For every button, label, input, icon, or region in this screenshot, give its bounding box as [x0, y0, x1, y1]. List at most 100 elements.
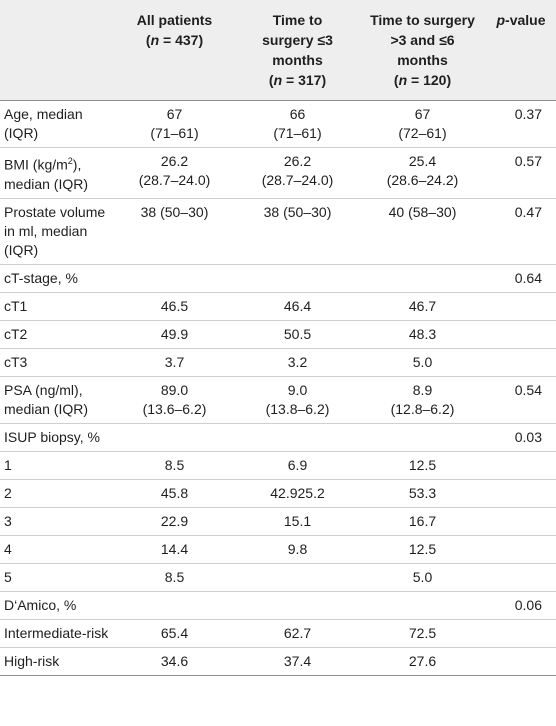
cell-p-value: 0.54: [486, 376, 556, 424]
cell-time-le3: [236, 591, 359, 620]
cell-time-le3: 66 (71–61): [236, 100, 359, 148]
row-label: 4: [0, 535, 113, 564]
cell-time-le3: 15.1: [236, 507, 359, 536]
cell-all-patients: 67 (71–61): [113, 100, 236, 148]
cell-all-patients: 38 (50–30): [113, 198, 236, 265]
row-label: D‘Amico, %: [0, 591, 113, 620]
cell-p-value: [486, 479, 556, 508]
cell-time-gt3: 53.3: [359, 479, 486, 508]
row-label: High-risk: [0, 647, 113, 676]
cell-all-patients: 3.7: [113, 348, 236, 377]
cell-time-le3: 38 (50–30): [236, 198, 359, 265]
cell-time-gt3: 5.0: [359, 563, 486, 592]
cell-time-le3: [236, 264, 359, 293]
row-label: cT2: [0, 320, 113, 349]
cell-time-gt3: 12.5: [359, 535, 486, 564]
table-row: 1 8.5 6.9 12.5: [0, 451, 556, 480]
cell-all-patients: 45.8: [113, 479, 236, 508]
cell-time-gt3: 16.7: [359, 507, 486, 536]
row-label: 2: [0, 479, 113, 508]
cell-all-patients: 26.2 (28.7–24.0): [113, 147, 236, 199]
cell-p-value: 0.47: [486, 198, 556, 265]
table-row: High-risk 34.6 37.4 27.6: [0, 647, 556, 676]
cell-p-value: [486, 563, 556, 592]
table-row: 3 22.9 15.1 16.7: [0, 507, 556, 536]
cell-time-le3: [236, 423, 359, 452]
cell-all-patients: [113, 264, 236, 293]
cell-all-patients: 49.9: [113, 320, 236, 349]
row-label: PSA (ng/ml), median (IQR): [0, 376, 113, 424]
cell-time-gt3: 8.9 (12.8–6.2): [359, 376, 486, 424]
row-label: BMI (kg/m2), median (IQR): [0, 147, 113, 199]
cell-time-gt3: 5.0: [359, 348, 486, 377]
cell-time-le3: 46.4: [236, 292, 359, 321]
table-row: ISUP biopsy, % 0.03: [0, 423, 556, 452]
row-label: cT-stage, %: [0, 264, 113, 293]
header-p-value: p-value: [486, 0, 556, 101]
cell-all-patients: 89.0 (13.6–6.2): [113, 376, 236, 424]
cell-time-le3: 37.4: [236, 647, 359, 676]
cell-time-gt3: 46.7: [359, 292, 486, 321]
cell-p-value: [486, 451, 556, 480]
cell-time-gt3: 48.3: [359, 320, 486, 349]
row-label: 5: [0, 563, 113, 592]
row-label: cT3: [0, 348, 113, 377]
header-time-le3: Time to surgery ≤3 months (n = 317): [236, 0, 359, 101]
cell-p-value: [486, 507, 556, 536]
cell-p-value: [486, 348, 556, 377]
row-label: 3: [0, 507, 113, 536]
cell-time-gt3: 25.4 (28.6–24.2): [359, 147, 486, 199]
cell-time-le3: 26.2 (28.7–24.0): [236, 147, 359, 199]
table-body: Age, median (IQR) 67 (71–61) 66 (71–61) 67 (72…: [0, 100, 556, 676]
cell-time-gt3: [359, 423, 486, 452]
cell-all-patients: 8.5: [113, 563, 236, 592]
cell-all-patients: 14.4: [113, 535, 236, 564]
table-row: PSA (ng/ml), median (IQR) 89.0 (13.6–6.2) 9…: [0, 376, 556, 424]
cell-time-le3: [236, 563, 359, 592]
cell-time-gt3: 67 (72–61): [359, 100, 486, 148]
table-row: BMI (kg/m2), median (IQR) 26.2 (28.7–24.0)…: [0, 147, 556, 199]
row-label: cT1: [0, 292, 113, 321]
row-label: 1: [0, 451, 113, 480]
cell-time-le3: 62.7: [236, 619, 359, 648]
table-row: 5 8.5 5.0: [0, 563, 556, 592]
cell-p-value: 0.03: [486, 423, 556, 452]
cell-time-gt3: 12.5: [359, 451, 486, 480]
cell-time-gt3: 40 (58–30): [359, 198, 486, 265]
row-label: Prostate volume in ml, median (IQR): [0, 198, 113, 265]
patient-characteristics-table: All patients (n = 437) Time to surgery ≤3 m…: [0, 0, 556, 676]
cell-all-patients: 65.4: [113, 619, 236, 648]
table-row: cT3 3.7 3.2 5.0: [0, 348, 556, 377]
table-row: Age, median (IQR) 67 (71–61) 66 (71–61) 67 (72…: [0, 100, 556, 148]
cell-time-le3: 42.925.2: [236, 479, 359, 508]
table-header-row: All patients (n = 437) Time to surgery ≤3 m…: [0, 0, 556, 101]
header-empty-cell: [0, 0, 113, 101]
cell-all-patients: 8.5: [113, 451, 236, 480]
row-label: ISUP biopsy, %: [0, 423, 113, 452]
cell-p-value: 0.06: [486, 591, 556, 620]
header-all-patients: All patients (n = 437): [113, 0, 236, 101]
header-time-gt3: Time to surgery >3 and ≤6 months (n = 120): [359, 0, 486, 101]
cell-p-value: [486, 292, 556, 321]
cell-p-value: 0.37: [486, 100, 556, 148]
table-row: cT-stage, % 0.64: [0, 264, 556, 293]
cell-p-value: 0.64: [486, 264, 556, 293]
table-row: cT2 49.9 50.5 48.3: [0, 320, 556, 349]
cell-p-value: [486, 647, 556, 676]
cell-all-patients: [113, 423, 236, 452]
cell-time-le3: 6.9: [236, 451, 359, 480]
cell-time-le3: 50.5: [236, 320, 359, 349]
cell-all-patients: 34.6: [113, 647, 236, 676]
cell-time-gt3: 27.6: [359, 647, 486, 676]
cell-time-gt3: [359, 591, 486, 620]
cell-time-gt3: 72.5: [359, 619, 486, 648]
table-row: 2 45.8 42.925.2 53.3: [0, 479, 556, 508]
table-row: cT1 46.5 46.4 46.7: [0, 292, 556, 321]
cell-p-value: [486, 535, 556, 564]
cell-all-patients: [113, 591, 236, 620]
table-row: D‘Amico, % 0.06: [0, 591, 556, 620]
row-label: Intermediate-risk: [0, 619, 113, 648]
cell-time-gt3: [359, 264, 486, 293]
table-row: Intermediate-risk 65.4 62.7 72.5: [0, 619, 556, 648]
cell-p-value: 0.57: [486, 147, 556, 199]
